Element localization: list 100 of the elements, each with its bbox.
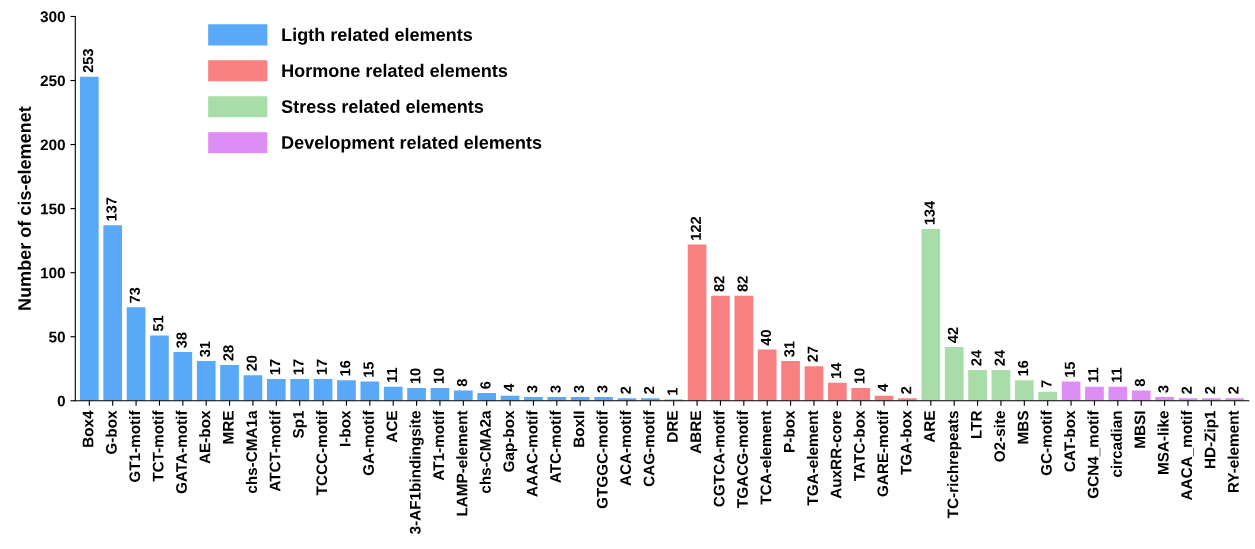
data-label: 31 — [784, 341, 795, 357]
data-label: 51 — [153, 315, 164, 332]
data-label: 3 — [527, 385, 538, 393]
x-tick-label: MRE — [223, 411, 234, 444]
y-tick-label: 50 — [49, 331, 65, 343]
x-tick-label: AE-box — [199, 410, 211, 464]
data-label: 2 — [643, 386, 655, 394]
data-label: 38 — [176, 332, 187, 348]
legend-label: Stress related elements — [281, 99, 484, 113]
legend-label: Ligth related elements — [282, 27, 473, 45]
data-label: 2 — [620, 386, 631, 394]
data-label: 2 — [1181, 386, 1192, 394]
x-tick-label: HD-Zip1 — [1204, 410, 1219, 469]
x-tick-label: ACA-motif — [619, 410, 632, 486]
x-tick-label: Box4 — [82, 410, 94, 447]
data-label: 3 — [550, 385, 561, 393]
data-label: 17 — [270, 359, 281, 375]
x-tick-label: MBS — [1017, 411, 1029, 444]
y-tick-label: 200 — [40, 139, 65, 151]
data-label: 8 — [456, 379, 468, 387]
x-tick-label: ACE — [386, 411, 398, 443]
data-label: 14 — [831, 362, 842, 379]
x-tick-label: ARE — [924, 411, 935, 443]
data-label: 15 — [363, 361, 374, 377]
data-label: 4 — [503, 383, 514, 392]
data-label: 134 — [924, 201, 935, 225]
x-tick-label: MSA-like — [1157, 411, 1169, 474]
data-label: 11 — [1111, 367, 1122, 382]
data-label: 2 — [1228, 386, 1239, 394]
data-label: 17 — [293, 359, 304, 375]
data-label: 3 — [597, 385, 608, 393]
x-tick-label: GT1-motif — [128, 410, 141, 482]
data-label: 28 — [223, 345, 234, 361]
x-tick-label: O2-site — [993, 411, 1006, 462]
x-tick-label: GARE-motif — [876, 410, 889, 497]
data-label: 17 — [316, 359, 327, 375]
x-tick-label: CAT-box — [1063, 410, 1076, 472]
x-tick-label: GC-motif — [1040, 410, 1052, 476]
data-label: 2 — [1204, 386, 1216, 394]
data-label: 24 — [994, 350, 1005, 366]
x-tick-label: AACA_motif — [1180, 410, 1194, 501]
x-tick-label: BoxII — [573, 411, 585, 447]
x-tick-label: RY-element — [1227, 410, 1239, 493]
data-label: 10 — [433, 368, 444, 384]
data-label: 10 — [854, 368, 865, 384]
x-tick-label: TCT-motif — [152, 410, 164, 482]
x-tick-label: AuxRR-core — [830, 411, 842, 499]
y-tick-label: 0 — [57, 395, 65, 407]
data-label: 7 — [1041, 380, 1052, 388]
data-label: 4 — [877, 383, 888, 392]
x-tick-label: TC-richrepeats — [947, 411, 962, 519]
data-label: 122 — [690, 216, 701, 240]
data-label: 27 — [807, 346, 818, 362]
data-label: 2 — [901, 386, 912, 394]
x-tick-label: TCCC-motif — [315, 410, 328, 496]
data-label: 11 — [386, 367, 397, 382]
data-label: 73 — [129, 287, 141, 303]
x-tick-label: GCN4_motif — [1087, 410, 1101, 499]
data-label: 137 — [106, 197, 117, 221]
data-label: 10 — [410, 368, 421, 384]
x-tick-label: chs-CMA1a — [245, 410, 258, 494]
data-label: 20 — [246, 355, 257, 371]
x-tick-label: 3-AF1bindingsite — [409, 411, 424, 535]
x-tick-label: AAAC-motif — [526, 410, 538, 497]
x-tick-label: G-box — [105, 410, 117, 454]
data-label: 24 — [971, 350, 982, 366]
x-tick-label: GATA-motif — [175, 410, 187, 494]
data-label: 16 — [1017, 360, 1029, 376]
x-tick-label: GA-motif — [362, 410, 374, 476]
x-tick-label: Sp1 — [292, 410, 307, 439]
data-label: 11 — [1088, 367, 1099, 382]
data-label: 31 — [199, 341, 211, 357]
x-tick-label: ATC-motif — [549, 410, 561, 483]
data-label: 82 — [714, 276, 725, 292]
x-tick-label: MBSI — [1134, 411, 1146, 448]
x-tick-label: CGTCA-motif — [713, 410, 725, 507]
y-axis-title: Number of cis-elemenet — [17, 106, 31, 310]
x-tick-label: ATCT-motif — [269, 410, 281, 492]
y-tick-label: 100 — [41, 267, 65, 279]
legend-label: Development related elements — [282, 135, 542, 153]
y-tick-label: 250 — [40, 75, 65, 87]
data-label: 1 — [667, 387, 678, 395]
data-label: 3 — [573, 385, 585, 393]
x-tick-label: chs-CMA2a — [479, 410, 491, 494]
data-label: 42 — [947, 327, 958, 343]
x-tick-label: TATC-box — [853, 410, 865, 482]
x-tick-label: LTR — [971, 410, 982, 439]
x-tick-label: TCA-element — [760, 410, 772, 505]
x-tick-label: LAMP-element — [456, 410, 468, 516]
y-tick-label: 300 — [40, 11, 65, 23]
x-tick-label: TGACG-motif — [736, 410, 748, 508]
x-tick-label: Gap-box — [502, 410, 518, 472]
x-tick-label: AT1-motif — [432, 410, 445, 481]
x-tick-label: CAG-motif — [643, 410, 655, 487]
x-tick-label: TGA-element — [806, 410, 819, 506]
x-tick-label: circadian — [1110, 411, 1122, 477]
x-tick-label: GTGGC-motif — [596, 410, 608, 509]
data-label: 6 — [480, 381, 491, 389]
x-tick-label: DRE — [667, 411, 678, 442]
data-label: 8 — [1134, 379, 1146, 387]
